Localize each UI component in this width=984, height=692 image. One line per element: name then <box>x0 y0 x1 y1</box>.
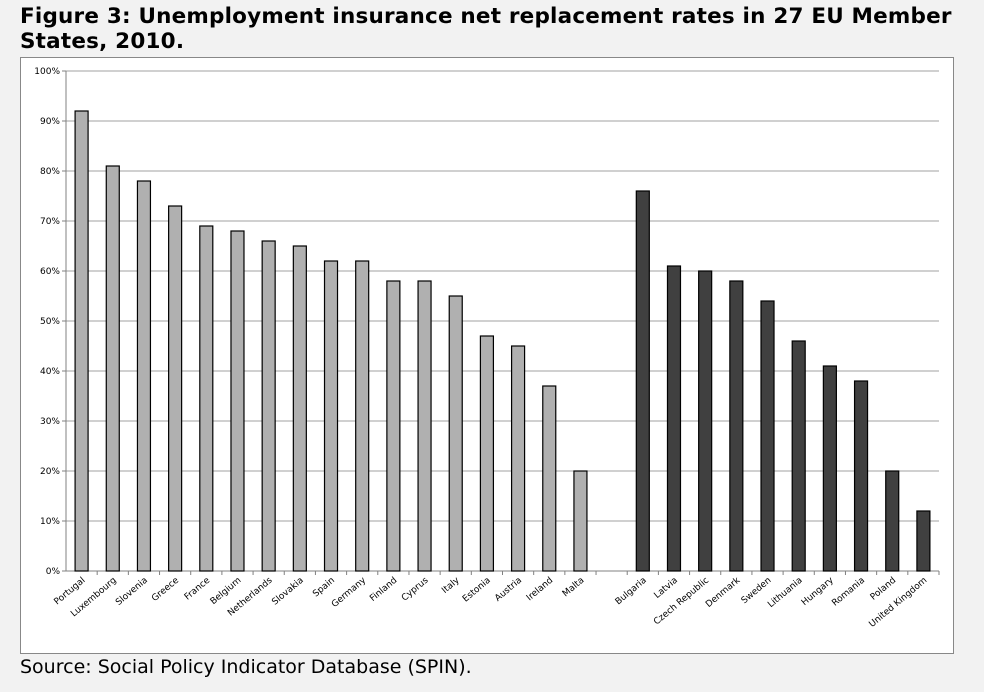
x-category-label: Estonia <box>461 576 493 605</box>
x-category-label: Latvia <box>652 576 679 601</box>
source-note: Source: Social Policy Indicator Database… <box>20 656 472 678</box>
y-tick-label: 30% <box>40 417 60 427</box>
y-tick-label: 20% <box>40 467 60 477</box>
bar-lithuania <box>791 340 806 572</box>
bar-sweden <box>760 300 775 572</box>
bar-estonia <box>479 335 495 572</box>
bar-chart: 0% 10% 20% 30% 40% 50% 60% 70% 80% 90% 100% Portug… <box>34 67 940 630</box>
figure-title: Figure 3: Unemployment insurance net rep… <box>20 4 952 54</box>
x-category-label: Slovenia <box>114 576 150 608</box>
x-category-label: Italy <box>440 575 462 596</box>
bar-austria <box>510 345 526 572</box>
x-category-label: Bulgaria <box>614 576 649 608</box>
bar-slovenia <box>136 180 152 572</box>
bar-finland <box>386 280 401 572</box>
bars <box>74 110 931 572</box>
x-category-label: Poland <box>869 576 898 603</box>
bar-slovakia <box>292 245 307 572</box>
bar-netherlands <box>261 240 276 572</box>
y-tick-label: 70% <box>40 217 60 227</box>
bar-germany <box>355 260 370 572</box>
x-category-label: Czech Republic <box>652 576 711 628</box>
x-category-label: France <box>183 575 213 602</box>
x-category-label: Slovakia <box>270 576 305 608</box>
bar-luxembourg <box>105 165 120 572</box>
y-tick-label: 0% <box>46 567 61 577</box>
x-category-label: Germany <box>330 575 369 610</box>
bar-greece <box>168 205 183 572</box>
y-tick-label: 40% <box>40 367 60 377</box>
bar-latvia <box>666 265 682 572</box>
bar-italy <box>448 295 463 572</box>
x-category-label: Spain <box>311 576 337 600</box>
bar-portugal <box>74 110 89 572</box>
y-tick-label: 60% <box>40 267 60 277</box>
x-category-label: Malta <box>561 576 586 600</box>
bar-denmark <box>729 280 744 572</box>
x-category-label: Lithuania <box>766 576 804 610</box>
bar-cyprus <box>417 280 432 572</box>
y-tick-label: 80% <box>40 167 60 177</box>
x-category-label: Austria <box>493 576 524 604</box>
x-category-label: Cyprus <box>400 575 431 603</box>
gridlines <box>66 70 939 572</box>
y-tick-label: 10% <box>40 517 60 527</box>
x-category-label: Greece <box>150 575 181 604</box>
bar-france <box>199 225 214 572</box>
x-category-label: United Kingdom <box>868 576 930 630</box>
bar-poland <box>885 470 900 572</box>
x-category-label: Finland <box>368 576 399 604</box>
y-tick-label: 100% <box>34 67 60 77</box>
bar-czech-republic <box>698 270 713 572</box>
bar-spain <box>323 260 339 572</box>
bar-malta <box>573 470 588 572</box>
x-category-label: Ireland <box>525 576 555 604</box>
bar-bulgaria <box>635 190 650 572</box>
y-tick-label: 90% <box>40 117 60 127</box>
x-category-label: Hungary <box>800 575 836 608</box>
x-category-label: Denmark <box>704 575 743 610</box>
y-tick-label: 50% <box>40 317 60 327</box>
bar-ireland <box>542 385 557 572</box>
x-category-label: Romania <box>830 576 867 609</box>
bar-united-kingdom <box>916 510 931 572</box>
bar-belgium <box>230 230 245 572</box>
chart-frame: 0% 10% 20% 30% 40% 50% 60% 70% 80% 90% 100% Portug… <box>20 57 954 654</box>
bar-romania <box>853 380 869 572</box>
bar-hungary <box>822 365 837 572</box>
